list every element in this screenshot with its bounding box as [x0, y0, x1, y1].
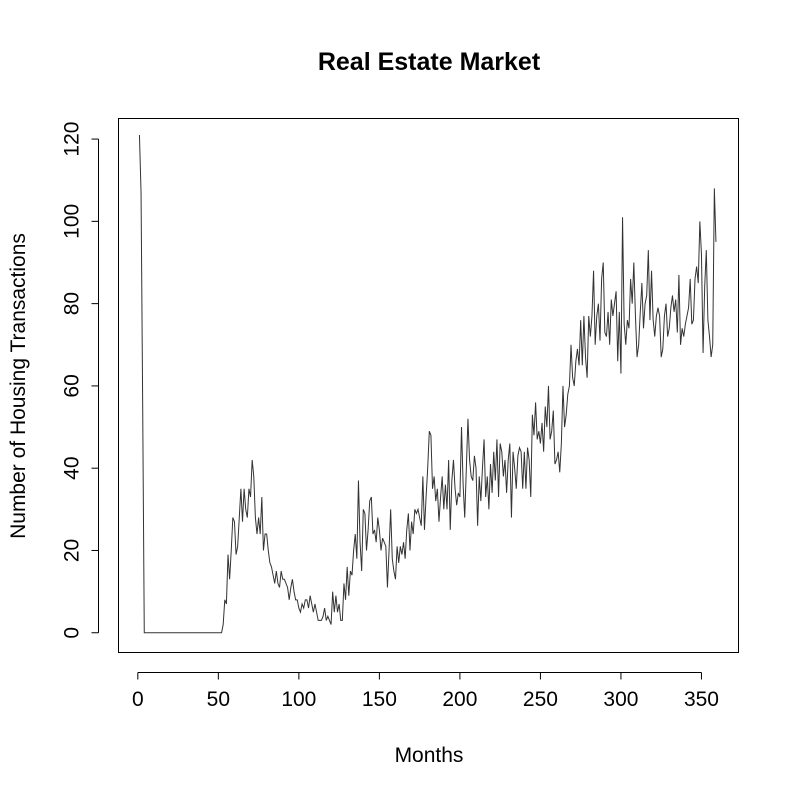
x-tick-label: 100	[281, 688, 316, 711]
y-tick-label: 20	[61, 539, 84, 562]
y-tick-label: 60	[61, 374, 84, 397]
x-tick-label: 150	[362, 688, 397, 711]
y-tick-label: 120	[61, 122, 84, 157]
y-tick-label: 0	[61, 627, 84, 639]
chart-title: Real Estate Market	[318, 48, 541, 76]
x-axis-label: Months	[395, 744, 464, 767]
y-axis-label: Number of Housing Transactions	[7, 233, 30, 539]
x-tick-label: 250	[523, 688, 558, 711]
y-tick-label: 100	[61, 204, 84, 239]
x-tick-label: 300	[603, 688, 638, 711]
x-tick-label: 350	[684, 688, 719, 711]
y-tick-label: 40	[61, 457, 84, 480]
series-line	[138, 134, 717, 634]
plot-area-border	[118, 118, 739, 653]
x-axis: 0 50 100 150 200 250 300 350	[132, 672, 719, 711]
x-tick-label: 0	[132, 688, 144, 711]
y-tick-label: 80	[61, 292, 84, 315]
y-axis: 0 20 40 60 80 100 120	[61, 122, 99, 639]
x-tick-label: 50	[207, 688, 230, 711]
x-tick-label: 200	[442, 688, 477, 711]
